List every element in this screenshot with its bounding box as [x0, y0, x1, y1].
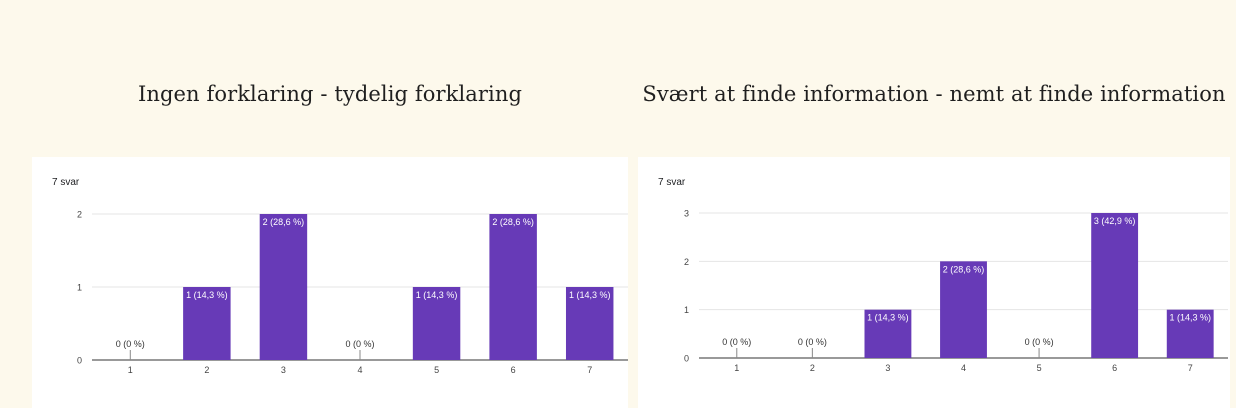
data-label: 0 (0 %): [116, 339, 145, 349]
x-tick-label: 3: [281, 365, 286, 375]
bar: [259, 214, 308, 360]
y-tick-label: 2: [684, 257, 689, 267]
bar: [489, 214, 537, 360]
x-tick-label: 4: [357, 365, 362, 375]
y-tick-label: 1: [684, 305, 689, 315]
data-label: 2 (28,6 %): [943, 264, 985, 274]
x-tick-label: 2: [810, 363, 815, 373]
data-label: 2 (28,6 %): [263, 217, 305, 227]
bar: [565, 287, 614, 360]
bar: [864, 309, 912, 358]
x-tick-label: 1: [734, 363, 739, 373]
x-tick-label: 3: [885, 363, 890, 373]
x-tick-label: 6: [511, 365, 516, 375]
x-tick-label: 5: [1037, 363, 1042, 373]
data-label: 0 (0 %): [722, 337, 751, 347]
chart-card-left: 7 svar 0 1 2 0 (0 %) 1 1 (14,3 %) 2 2 (28,6 %) 3…: [32, 157, 628, 408]
data-label: 1 (14,3 %): [569, 290, 611, 300]
response-count: 7 svar: [658, 177, 686, 188]
bar-chart-right: 0 1 2 3 0 (0 %) 1 0 (0 %) 2 1 (14,3 %) 3 2 (28,6 %…: [684, 209, 1228, 373]
y-tick-label: 0: [684, 354, 689, 364]
data-label: 0 (0 %): [345, 339, 374, 349]
bar: [1091, 213, 1139, 358]
data-label: 3 (42,9 %): [1094, 216, 1136, 226]
chart-card-right: 7 svar 0 1 2 3 0 (0 %) 1 0 (0 %) 2 1 (14,3 %) 3 2 …: [638, 157, 1230, 408]
bar-chart-left: 0 1 2 0 (0 %) 1 1 (14,3 %) 2 2 (28,6 %) 3 0 (0 %)…: [77, 210, 628, 375]
x-tick-label: 5: [434, 365, 439, 375]
x-tick-label: 6: [1112, 363, 1117, 373]
response-count: 7 svar: [52, 177, 80, 188]
data-label: 1 (14,3 %): [1169, 313, 1211, 323]
data-label: 2 (28,6 %): [492, 217, 534, 227]
data-label: 1 (14,3 %): [867, 313, 909, 323]
x-tick-label: 7: [1188, 363, 1193, 373]
x-tick-label: 7: [587, 365, 592, 375]
bar: [1166, 309, 1214, 358]
bar: [412, 287, 461, 360]
chart-title-right: Svært at finde information - nemt at fin…: [642, 82, 1226, 106]
y-tick-label: 0: [77, 356, 82, 366]
x-tick-label: 1: [128, 365, 133, 375]
y-tick-label: 1: [77, 283, 82, 293]
y-tick-label: 2: [77, 210, 82, 220]
data-label: 1 (14,3 %): [186, 290, 228, 300]
bar: [183, 287, 231, 360]
x-tick-label: 2: [204, 365, 209, 375]
chart-title-left: Ingen forklaring - tydelig forklaring: [137, 82, 523, 106]
x-tick-label: 4: [961, 363, 966, 373]
y-tick-label: 3: [684, 209, 689, 219]
data-label: 0 (0 %): [798, 337, 827, 347]
data-label: 1 (14,3 %): [416, 290, 458, 300]
data-label: 0 (0 %): [1025, 337, 1054, 347]
bar: [940, 261, 987, 358]
